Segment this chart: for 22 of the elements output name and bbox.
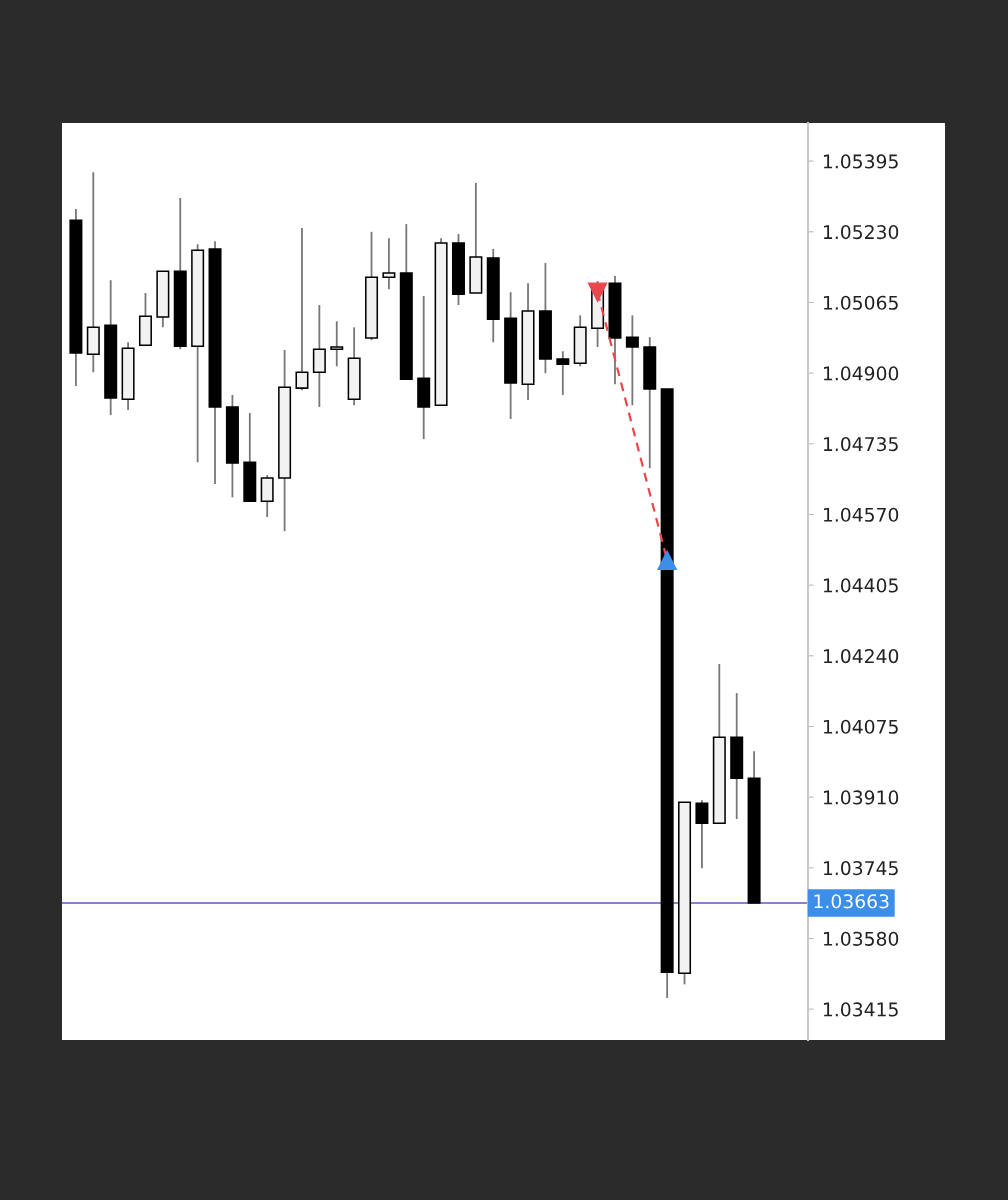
candlestick: [312, 304, 326, 408]
candlestick: [330, 320, 344, 368]
y-tick-label: 1.03910: [823, 790, 899, 805]
candlestick: [382, 237, 396, 291]
ref-line-label: 1.03663: [814, 894, 889, 909]
y-tick-label: 1.04240: [823, 649, 899, 664]
y-tick-label: 1.04405: [823, 578, 898, 593]
candlestick: [625, 314, 639, 407]
y-tick-label: 1.03745: [823, 861, 898, 876]
y-tick-label: 1.03415: [823, 1002, 898, 1017]
y-tick-label: 1.05230: [823, 225, 899, 240]
candlestick: [260, 474, 274, 518]
y-tick-label: 1.04570: [823, 507, 899, 522]
y-tick-label: 1.04735: [823, 437, 898, 452]
candlestick: [695, 799, 709, 870]
candlestick: [295, 227, 309, 392]
y-tick-label: 1.05065: [823, 295, 898, 310]
y-tick-label: 1.04900: [823, 366, 899, 381]
candlestick: [556, 350, 570, 396]
y-tick-label: 1.05395: [823, 154, 898, 169]
y-tick-label: 1.03580: [823, 931, 899, 946]
y-tick-label: 1.04075: [823, 719, 898, 734]
